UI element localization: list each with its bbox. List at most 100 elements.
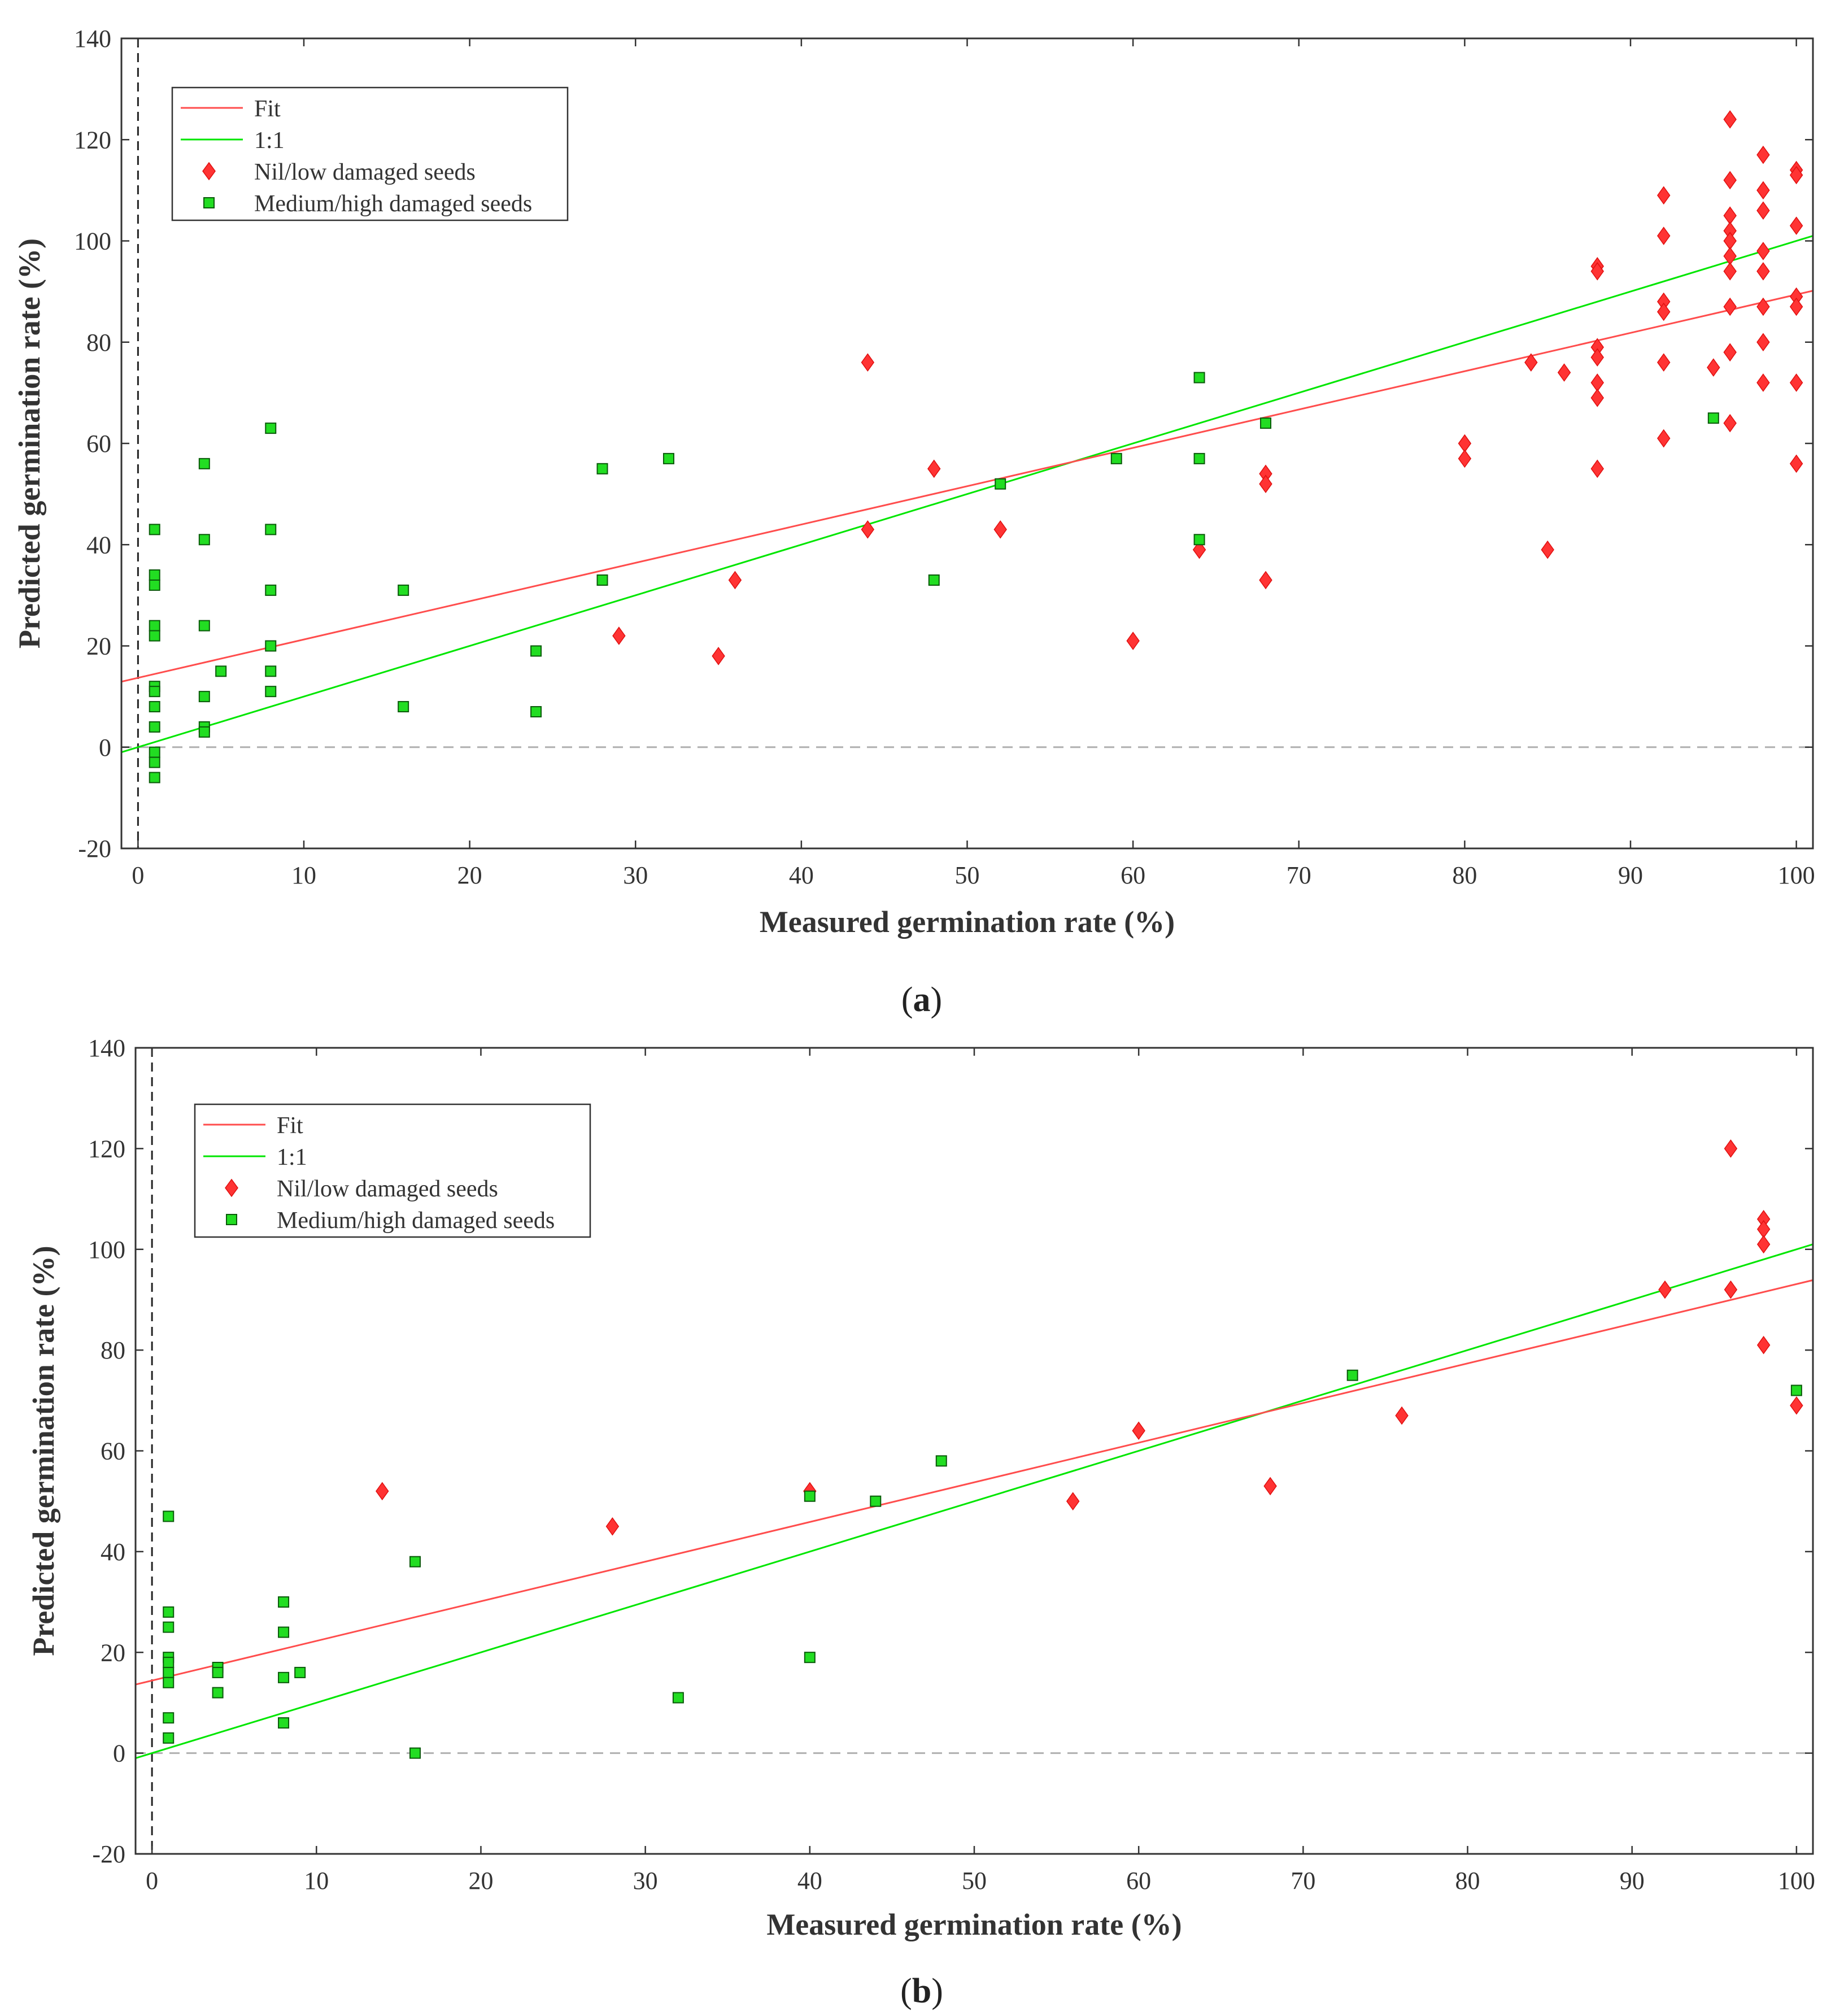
x-tick-label: 100 (1778, 1867, 1815, 1895)
data-point-medium-high (265, 686, 277, 698)
legend: Fit 1:1 Nil/low damaged seeds Medium/high d… (194, 1103, 591, 1238)
y-tick-label: 140 (88, 1034, 125, 1062)
data-point-nil-low (1192, 540, 1206, 559)
data-point-medium-high (265, 584, 277, 596)
data-point-nil-low (1756, 262, 1770, 281)
panel-caption-letter: a (913, 981, 931, 1019)
legend-entry-label: Medium/high damaged seeds (254, 191, 532, 217)
legend-nil-low-swatch (202, 162, 216, 181)
panel-caption-close: ) (931, 1972, 943, 2010)
x-axis-label: Measured germination rate (%) (760, 905, 1175, 939)
data-point-medium-high (398, 584, 409, 596)
data-point-medium-high (149, 772, 160, 783)
data-point-nil-low (1789, 373, 1803, 392)
data-point-medium-high (212, 1687, 224, 1699)
data-point-nil-low (1524, 353, 1538, 372)
data-point-nil-low (1789, 166, 1803, 185)
data-point-medium-high (265, 665, 277, 677)
y-tick-label: 80 (86, 329, 111, 356)
data-point-nil-low (1066, 1492, 1080, 1510)
y-axis-label: Predicted germination rate (%) (12, 238, 46, 648)
data-point-nil-low (1259, 474, 1272, 493)
x-tick-label: 70 (1291, 1867, 1315, 1895)
data-point-nil-low (1658, 1280, 1672, 1299)
data-point-nil-low (1756, 333, 1770, 352)
data-point-medium-high (212, 1666, 224, 1678)
data-point-medium-high (149, 686, 160, 698)
data-point-nil-low (605, 1517, 620, 1536)
y-tick-label: 20 (101, 1639, 125, 1666)
data-point-nil-low (1590, 262, 1605, 281)
data-point-medium-high (596, 574, 608, 586)
data-point-nil-low (1395, 1406, 1409, 1425)
data-point-medium-high (163, 1621, 175, 1633)
fit-line (121, 290, 1813, 683)
data-point-medium-high (149, 620, 160, 632)
data-point-medium-high (398, 701, 409, 713)
y-tick-label: 0 (113, 1740, 125, 1767)
y-axis-label: Predicted germination rate (%) (27, 1246, 60, 1656)
data-point-nil-low (1723, 343, 1737, 362)
data-point-medium-high (596, 463, 608, 474)
legend-entry-label: Medium/high damaged seeds (277, 1208, 555, 1234)
data-point-nil-low (1756, 1335, 1771, 1355)
data-point-nil-low (1657, 227, 1671, 245)
data-point-medium-high (1193, 452, 1205, 464)
panel-caption: (b) (900, 1972, 943, 2010)
y-tick-label: 40 (86, 531, 111, 559)
y-tick-label: 80 (101, 1336, 125, 1364)
legend-entry-label: 1:1 (277, 1144, 307, 1170)
x-tick-label: 80 (1452, 861, 1477, 889)
data-point-medium-high (149, 756, 160, 768)
data-point-nil-low (1657, 353, 1671, 372)
x-tick-label: 80 (1455, 1867, 1480, 1895)
data-point-nil-low (1657, 302, 1671, 321)
legend-entry-label: Nil/low damaged seeds (254, 159, 476, 185)
data-point-medium-high (1790, 1384, 1802, 1396)
data-point-medium-high (870, 1495, 882, 1507)
data-point-nil-low (1263, 1477, 1277, 1496)
data-point-nil-low (1707, 358, 1720, 377)
data-point-nil-low (712, 647, 725, 665)
data-point-medium-high (409, 1556, 421, 1567)
data-point-medium-high (995, 478, 1006, 490)
legend-box (194, 1103, 591, 1238)
data-point-medium-high (198, 458, 210, 469)
data-point-medium-high (163, 1677, 175, 1688)
y-tick-label: 100 (74, 228, 111, 255)
data-point-nil-low (612, 626, 626, 645)
data-point-nil-low (1259, 571, 1272, 590)
data-point-medium-high (278, 1717, 290, 1729)
data-point-nil-low (1657, 429, 1671, 448)
data-point-nil-low (1590, 389, 1605, 407)
one-to-one-line (121, 235, 1813, 754)
x-tick-label: 10 (304, 1867, 329, 1895)
x-tick-label: 40 (797, 1867, 822, 1895)
data-point-nil-low (1724, 1139, 1738, 1158)
y-tick-label: 40 (101, 1538, 125, 1566)
data-point-nil-low (1723, 206, 1737, 225)
data-point-nil-low (1541, 540, 1554, 559)
x-tick-label: 10 (291, 861, 316, 889)
data-point-medium-high (198, 691, 210, 703)
data-point-medium-high (149, 569, 160, 581)
x-tick-label: 0 (146, 1867, 158, 1895)
y-tick-label: 120 (74, 126, 111, 154)
data-point-nil-low (1789, 454, 1803, 473)
y-tick-label: -20 (78, 835, 111, 863)
data-point-medium-high (198, 620, 210, 632)
data-point-nil-low (1756, 201, 1770, 220)
data-point-nil-low (1756, 242, 1770, 260)
data-point-medium-high (198, 726, 210, 738)
x-tick-label: 0 (132, 861, 144, 889)
x-tick-label: 70 (1287, 861, 1311, 889)
x-tick-label: 20 (468, 1867, 493, 1895)
x-tick-label: 50 (962, 1867, 987, 1895)
data-point-medium-high (278, 1671, 290, 1683)
data-point-nil-low (1723, 232, 1737, 250)
x-tick-label: 60 (1126, 1867, 1151, 1895)
legend-entry-label: Nil/low damaged seeds (277, 1176, 498, 1202)
data-point-nil-low (1724, 1280, 1738, 1299)
data-point-medium-high (163, 1712, 175, 1724)
data-point-medium-high (163, 1732, 175, 1744)
